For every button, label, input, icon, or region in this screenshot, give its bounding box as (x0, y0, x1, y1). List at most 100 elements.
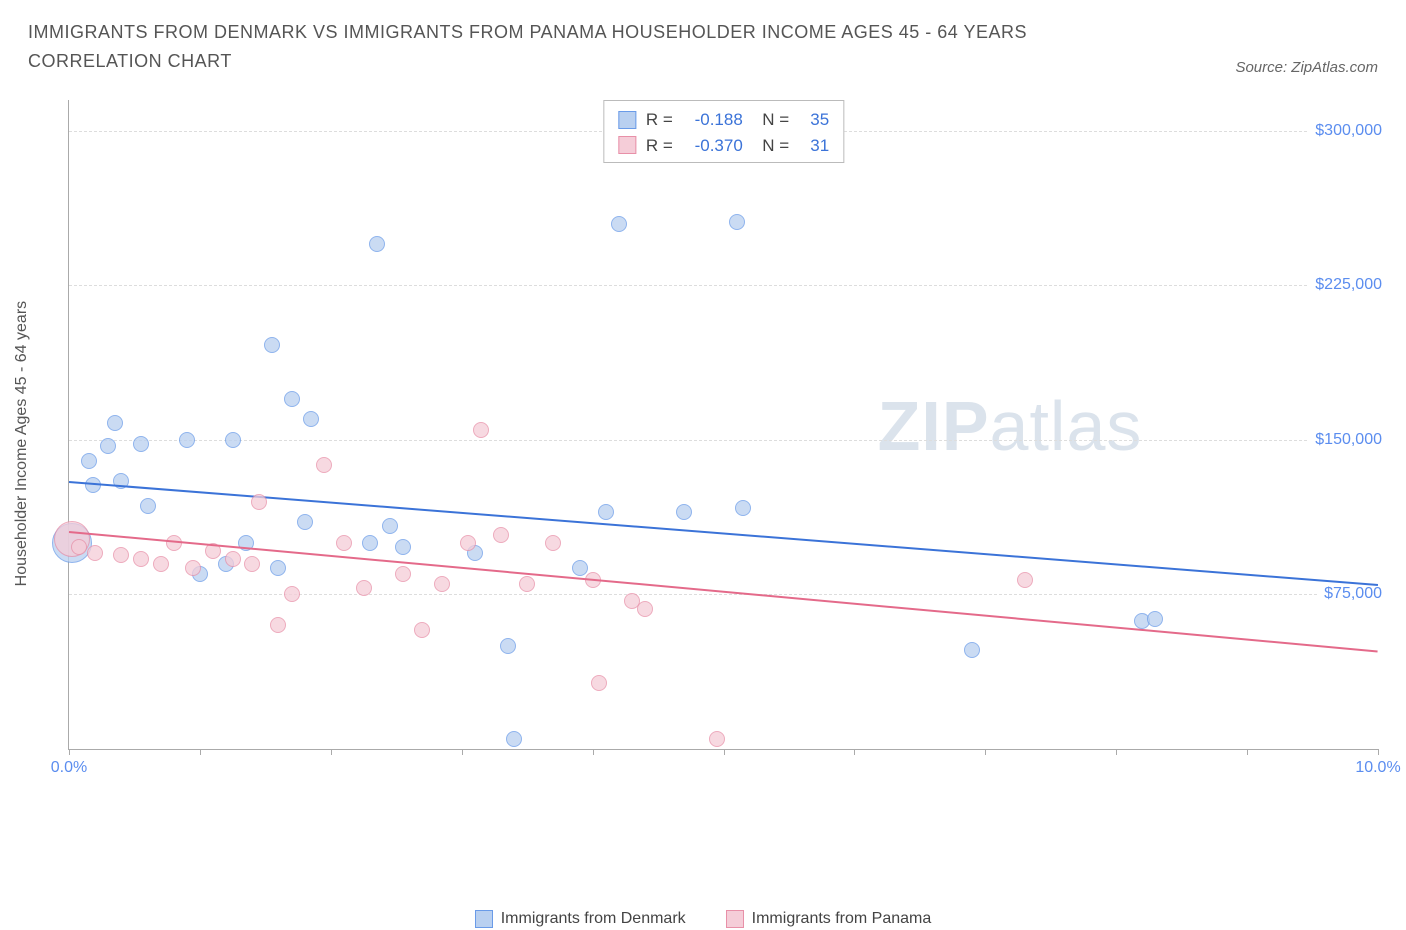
x-tick (854, 749, 855, 755)
x-tick (69, 749, 70, 755)
x-tick (462, 749, 463, 755)
legend-n-value: 35 (799, 107, 829, 133)
data-point (591, 675, 607, 691)
data-point (284, 586, 300, 602)
chart-title: IMMIGRANTS FROM DENMARK VS IMMIGRANTS FR… (28, 18, 1128, 76)
legend-row: R = -0.188 N = 35 (618, 107, 829, 133)
y-tick-label: $75,000 (1318, 585, 1382, 603)
x-tick (200, 749, 201, 755)
watermark-light: atlas (990, 387, 1143, 465)
data-point (506, 731, 522, 747)
legend-n-label: N = (753, 107, 789, 133)
chart-container: Householder Income Ages 45 - 64 years ZI… (28, 100, 1378, 780)
data-point (729, 214, 745, 230)
trend-line (69, 531, 1378, 652)
data-point (153, 556, 169, 572)
data-point (1017, 572, 1033, 588)
data-point (434, 576, 450, 592)
data-point (251, 494, 267, 510)
data-point (545, 535, 561, 551)
data-point (735, 500, 751, 516)
data-point (284, 391, 300, 407)
gridline (69, 285, 1322, 286)
data-point (369, 236, 385, 252)
x-tick (1247, 749, 1248, 755)
data-point (185, 560, 201, 576)
data-point (964, 642, 980, 658)
data-point (244, 556, 260, 572)
legend-series-label: Immigrants from Panama (752, 910, 932, 928)
data-point (303, 411, 319, 427)
y-tick-label: $300,000 (1309, 122, 1382, 140)
data-point (71, 539, 87, 555)
legend-swatch (618, 111, 636, 129)
data-point (225, 551, 241, 567)
series-legend: Immigrants from Denmark Immigrants from P… (0, 910, 1406, 928)
source-credit: Source: ZipAtlas.com (1235, 59, 1378, 76)
y-tick-label: $225,000 (1309, 276, 1382, 294)
x-tick (985, 749, 986, 755)
data-point (382, 518, 398, 534)
data-point (460, 535, 476, 551)
data-point (140, 498, 156, 514)
y-tick-label: $150,000 (1309, 431, 1382, 449)
bottom-legend-item: Immigrants from Denmark (475, 910, 686, 928)
legend-r-label: R = (646, 133, 673, 159)
data-point (270, 560, 286, 576)
data-point (493, 527, 509, 543)
x-tick-label: 10.0% (1355, 759, 1400, 777)
data-point (133, 436, 149, 452)
data-point (81, 453, 97, 469)
legend-n-value: 31 (799, 133, 829, 159)
x-tick (593, 749, 594, 755)
data-point (107, 415, 123, 431)
data-point (414, 622, 430, 638)
legend-row: R = -0.370 N = 31 (618, 133, 829, 159)
legend-swatch (726, 910, 744, 928)
data-point (637, 601, 653, 617)
data-point (113, 547, 129, 563)
data-point (264, 337, 280, 353)
data-point (1147, 611, 1163, 627)
data-point (500, 638, 516, 654)
legend-swatch (475, 910, 493, 928)
data-point (362, 535, 378, 551)
data-point (270, 617, 286, 633)
data-point (395, 539, 411, 555)
data-point (225, 432, 241, 448)
legend-r-value: -0.370 (683, 133, 743, 159)
bottom-legend-item: Immigrants from Panama (726, 910, 932, 928)
gridline (69, 440, 1322, 441)
legend-n-label: N = (753, 133, 789, 159)
data-point (316, 457, 332, 473)
data-point (611, 216, 627, 232)
x-tick (724, 749, 725, 755)
gridline (69, 594, 1322, 595)
data-point (356, 580, 372, 596)
data-point (87, 545, 103, 561)
scatter-plot: ZIPatlas R =-0.188 N =35R =-0.370 N =31 … (68, 100, 1378, 750)
x-tick (1116, 749, 1117, 755)
legend-r-label: R = (646, 107, 673, 133)
data-point (336, 535, 352, 551)
correlation-legend: R = -0.188 N = 35 R = -0.370 N = 31 (603, 100, 844, 163)
data-point (709, 731, 725, 747)
data-point (519, 576, 535, 592)
data-point (133, 551, 149, 567)
x-tick-label: 0.0% (51, 759, 87, 777)
x-tick (331, 749, 332, 755)
x-tick (1378, 749, 1379, 755)
legend-series-label: Immigrants from Denmark (501, 910, 686, 928)
watermark: ZIPatlas (878, 386, 1143, 466)
data-point (473, 422, 489, 438)
data-point (297, 514, 313, 530)
data-point (572, 560, 588, 576)
y-axis-title: Householder Income Ages 45 - 64 years (13, 301, 31, 586)
data-point (598, 504, 614, 520)
data-point (100, 438, 116, 454)
legend-swatch (618, 136, 636, 154)
data-point (676, 504, 692, 520)
legend-r-value: -0.188 (683, 107, 743, 133)
watermark-bold: ZIP (878, 387, 990, 465)
data-point (395, 566, 411, 582)
